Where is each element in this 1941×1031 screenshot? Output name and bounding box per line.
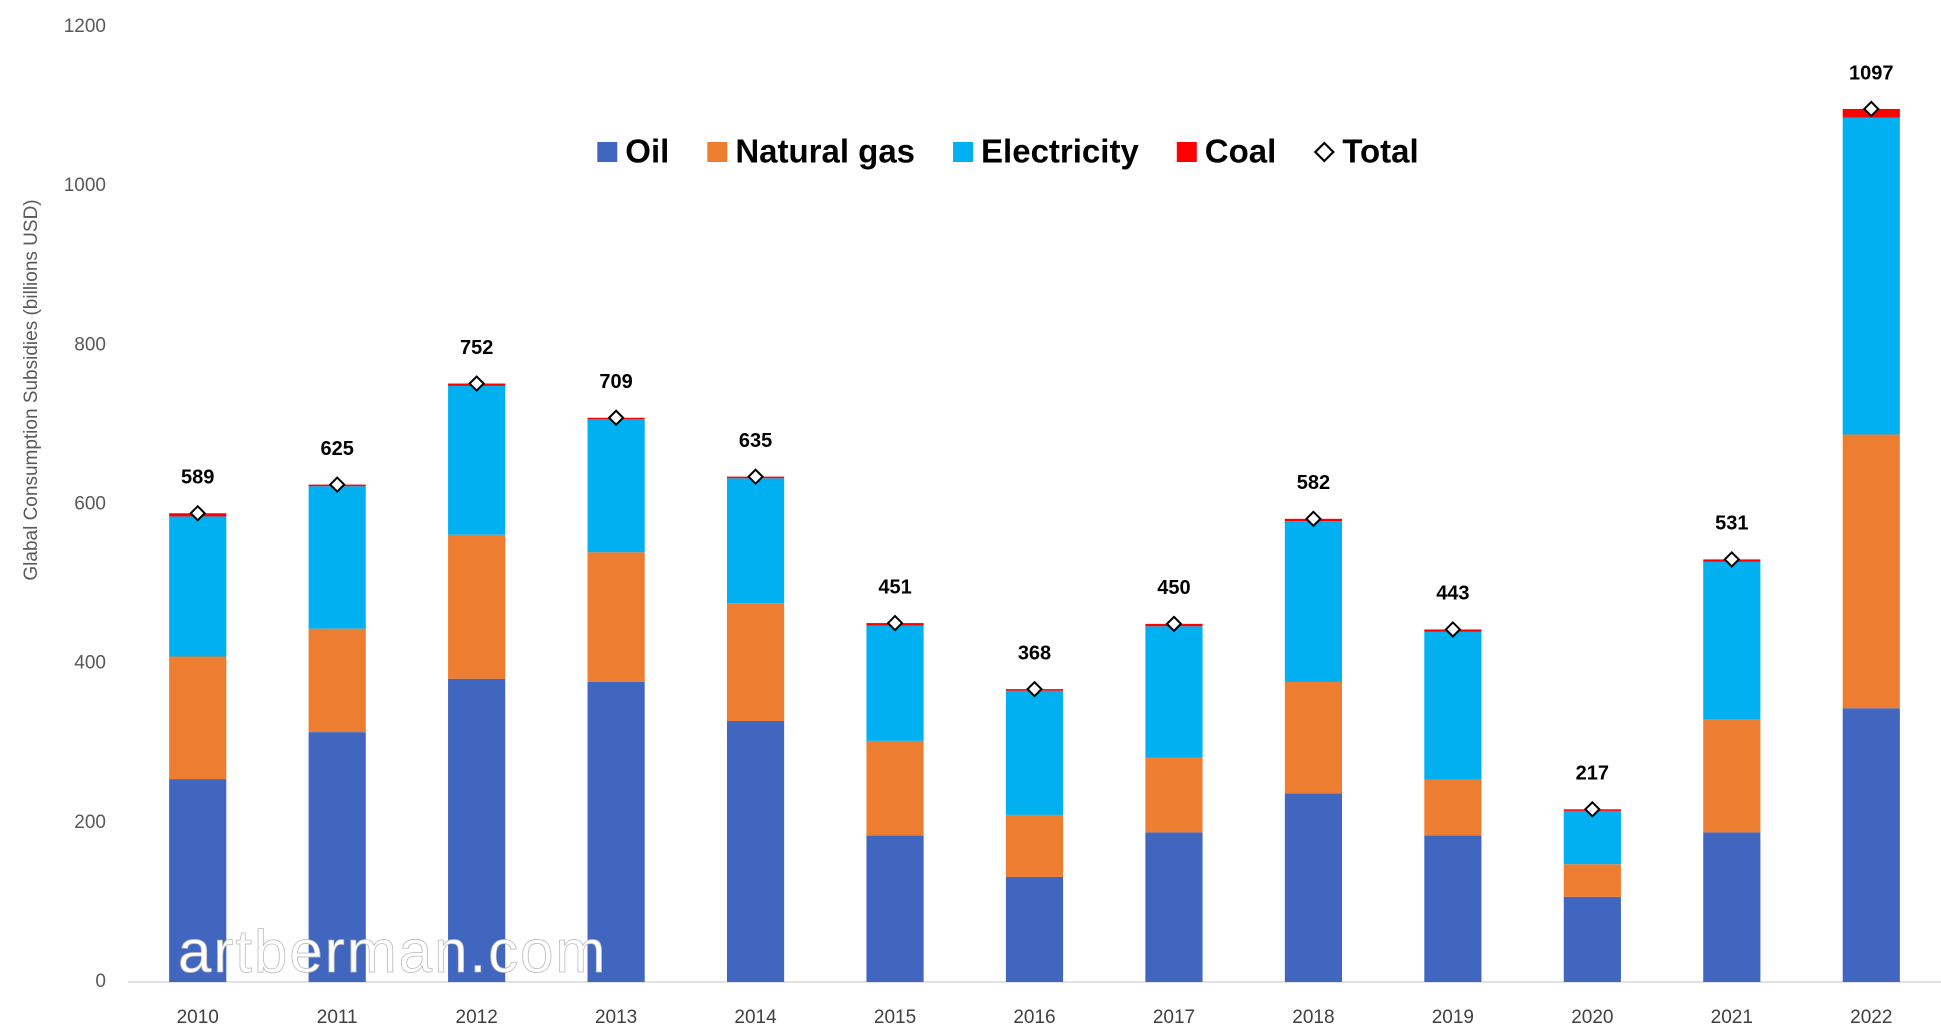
y-tick-label: 200 <box>74 812 106 833</box>
total-label: 709 <box>599 371 632 393</box>
x-tick-label: 2011 <box>317 1007 358 1028</box>
bar-segment <box>169 516 227 657</box>
x-tick-label: 2021 <box>1711 1007 1753 1028</box>
bar-segment <box>1145 757 1203 833</box>
bar-segment <box>866 740 924 836</box>
legend-label: Coal <box>1205 133 1277 170</box>
total-marker <box>747 468 764 486</box>
legend-swatch <box>707 142 728 162</box>
bar-segment <box>866 625 924 741</box>
legend-swatch <box>597 142 618 162</box>
bar-segment <box>1563 810 1621 865</box>
total-marker <box>1305 510 1322 528</box>
bar-segment <box>1703 832 1761 982</box>
bar-segment <box>587 681 645 982</box>
x-tick-label: 2015 <box>874 1007 916 1028</box>
bar-segment <box>308 486 366 629</box>
x-tick-label: 2012 <box>456 1007 498 1028</box>
bar-segment <box>448 678 506 982</box>
bar-segment <box>169 656 227 780</box>
x-tick-label: 2010 <box>177 1007 219 1028</box>
legend-label: Electricity <box>981 133 1139 170</box>
y-tick-label: 800 <box>74 334 106 355</box>
bar-segment <box>726 603 785 721</box>
x-tick-label: 2022 <box>1850 1007 1892 1028</box>
total-label: 451 <box>878 576 911 598</box>
bar-segment <box>169 779 227 982</box>
bar-segment <box>1145 626 1203 758</box>
bar-segment <box>1145 832 1203 982</box>
total-marker <box>1165 615 1183 633</box>
total-label: 531 <box>1715 513 1748 535</box>
x-tick-label: 2018 <box>1292 1007 1334 1028</box>
bar-segment <box>1005 876 1064 982</box>
total-marker <box>1723 550 1741 568</box>
x-tick-label: 2013 <box>595 1007 637 1028</box>
bar-segment <box>1424 631 1482 780</box>
bar-segment <box>587 552 645 682</box>
legend-swatch <box>953 142 974 162</box>
total-label: 752 <box>460 337 493 359</box>
x-tick-label: 2016 <box>1013 1007 1055 1028</box>
x-tick-label: 2020 <box>1571 1007 1613 1028</box>
total-label: 443 <box>1436 583 1469 605</box>
total-marker <box>1862 100 1880 118</box>
total-label: 582 <box>1297 472 1330 494</box>
bar-segment <box>1842 117 1900 435</box>
total-marker <box>1583 800 1601 818</box>
total-label: 635 <box>739 430 772 452</box>
bar-segment <box>448 385 506 535</box>
total-marker <box>189 504 207 522</box>
x-tick-label: 2019 <box>1432 1007 1474 1028</box>
y-tick-label: 1000 <box>64 175 106 196</box>
total-marker <box>886 614 904 632</box>
total-marker <box>328 476 346 494</box>
bar-segment <box>866 835 924 982</box>
y-tick-label: 1200 <box>64 16 106 37</box>
bar-segment <box>1284 793 1343 982</box>
bar-segment <box>1563 896 1621 982</box>
legend-label: Natural gas <box>735 133 915 170</box>
bar-segment <box>1563 864 1621 897</box>
y-axis-title: Glabal Consumption Subsidies (billions U… <box>21 199 42 580</box>
bar-segment <box>1424 779 1482 836</box>
total-label: 589 <box>181 467 214 489</box>
bar-segment <box>587 419 645 553</box>
bar-segment <box>1284 681 1343 794</box>
total-label: 625 <box>321 438 354 460</box>
legend-marker <box>1313 141 1335 163</box>
bar-segment <box>1005 690 1064 815</box>
total-marker <box>1026 680 1043 698</box>
y-tick-label: 600 <box>74 494 106 515</box>
total-label: 450 <box>1157 577 1190 599</box>
bar-segment <box>1005 814 1064 877</box>
bar-segment <box>308 732 366 982</box>
legend: Oil Natural gas Electricity Coal Total <box>597 133 1419 170</box>
bar-segment <box>1284 521 1343 682</box>
y-tick-label: 400 <box>74 653 106 674</box>
total-marker <box>1444 621 1462 638</box>
total-marker <box>607 409 625 427</box>
legend-label: Oil <box>625 133 669 170</box>
y-tick-label: 0 <box>95 971 106 992</box>
bar-segment <box>726 720 785 982</box>
bar-segment <box>448 534 506 679</box>
legend-swatch <box>1176 142 1197 162</box>
bar-segment <box>1703 561 1761 720</box>
total-label: 217 <box>1576 763 1609 785</box>
watermark: artberman.com <box>178 918 607 985</box>
x-tick-label: 2014 <box>734 1007 777 1028</box>
x-tick-label: 2017 <box>1153 1007 1195 1028</box>
total-label: 368 <box>1018 642 1051 664</box>
bar-segment <box>1703 719 1761 833</box>
bar-segment <box>1842 708 1900 982</box>
bar-segment <box>308 628 366 733</box>
total-marker <box>468 375 486 392</box>
bar-segment <box>1842 434 1900 709</box>
total-label: 1097 <box>1849 62 1894 84</box>
legend-label: Total <box>1342 133 1418 170</box>
bar-segment <box>726 478 785 604</box>
bar-segment <box>1424 835 1482 982</box>
